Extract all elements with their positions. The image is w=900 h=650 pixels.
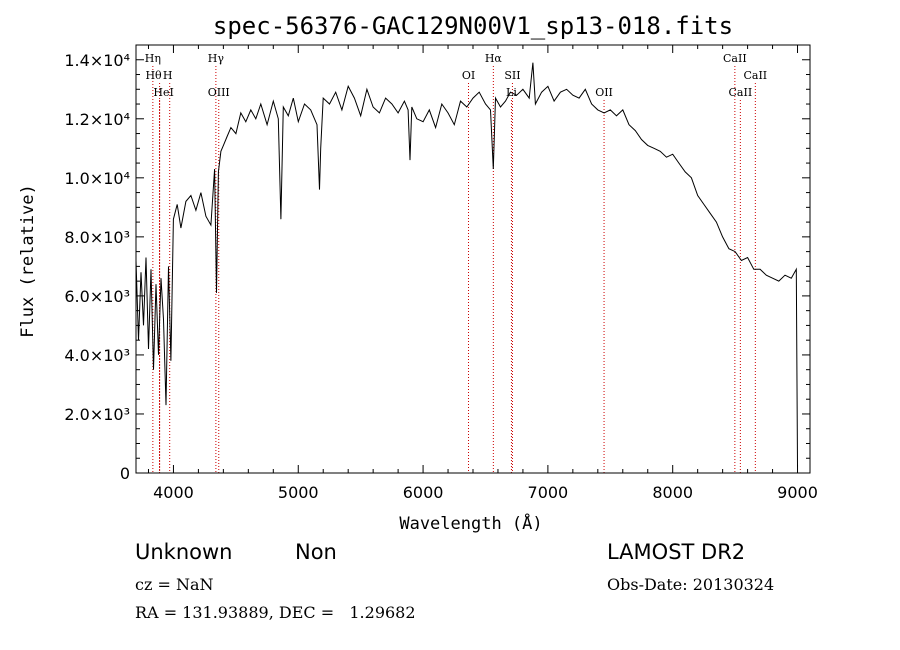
y-tick-label: 8.0×10³: [64, 228, 130, 247]
x-axis-label: Wavelength (Å): [399, 512, 542, 534]
obs-date-label: Obs-Date: 20130324: [607, 575, 775, 594]
x-tick-label: 7000: [528, 483, 569, 502]
x-tick-label: 5000: [278, 483, 319, 502]
spectrum-series-line: [135, 62, 798, 468]
subclass-label: Non: [295, 540, 337, 564]
spectral-line-label: OI: [462, 69, 475, 82]
class-label: Unknown: [135, 540, 233, 564]
y-tick-label: 4.0×10³: [64, 346, 130, 365]
spectral-line-label: OII: [595, 86, 613, 99]
coords-label: RA = 131.93889, DEC = 1.29682: [135, 603, 416, 622]
y-axis-label: Flux (relative): [18, 184, 38, 338]
spectral-line-label: SII: [504, 69, 520, 82]
survey-label: LAMOST DR2: [607, 540, 746, 564]
spectral-line-label: OIII: [208, 86, 230, 99]
y-tick-label: 1.4×10⁴: [64, 51, 130, 70]
x-tick-label: 4000: [153, 483, 194, 502]
cz-label: cz = NaN: [135, 575, 214, 594]
spectral-line-label: CaII: [743, 69, 767, 82]
y-tick-label: 2.0×10³: [64, 405, 130, 424]
y-tick-label: 1.2×10⁴: [64, 110, 130, 129]
spectral-line-label: H: [163, 69, 173, 82]
spectral-line-label: CaII: [723, 52, 747, 65]
y-tick-label: 6.0×10³: [64, 287, 130, 306]
x-tick-label: 9000: [777, 483, 818, 502]
spectral-line-label: Hθ: [145, 69, 162, 82]
y-tick-label: 0: [120, 464, 130, 483]
spectral-line-label: Hα: [485, 52, 503, 65]
x-tick-label: 6000: [403, 483, 444, 502]
spectral-line-label: HeI: [153, 86, 173, 99]
plot-frame: [135, 44, 811, 474]
spectral-line-label: Hη: [145, 52, 161, 65]
y-tick-label: 1.0×10⁴: [64, 169, 130, 188]
x-tick-label: 8000: [652, 483, 693, 502]
spectral-line-label: Hγ: [208, 52, 225, 65]
spectral-line-label: CaII: [729, 86, 753, 99]
chart-title: spec-56376-GAC129N00V1_sp13-018.fits: [213, 12, 733, 40]
